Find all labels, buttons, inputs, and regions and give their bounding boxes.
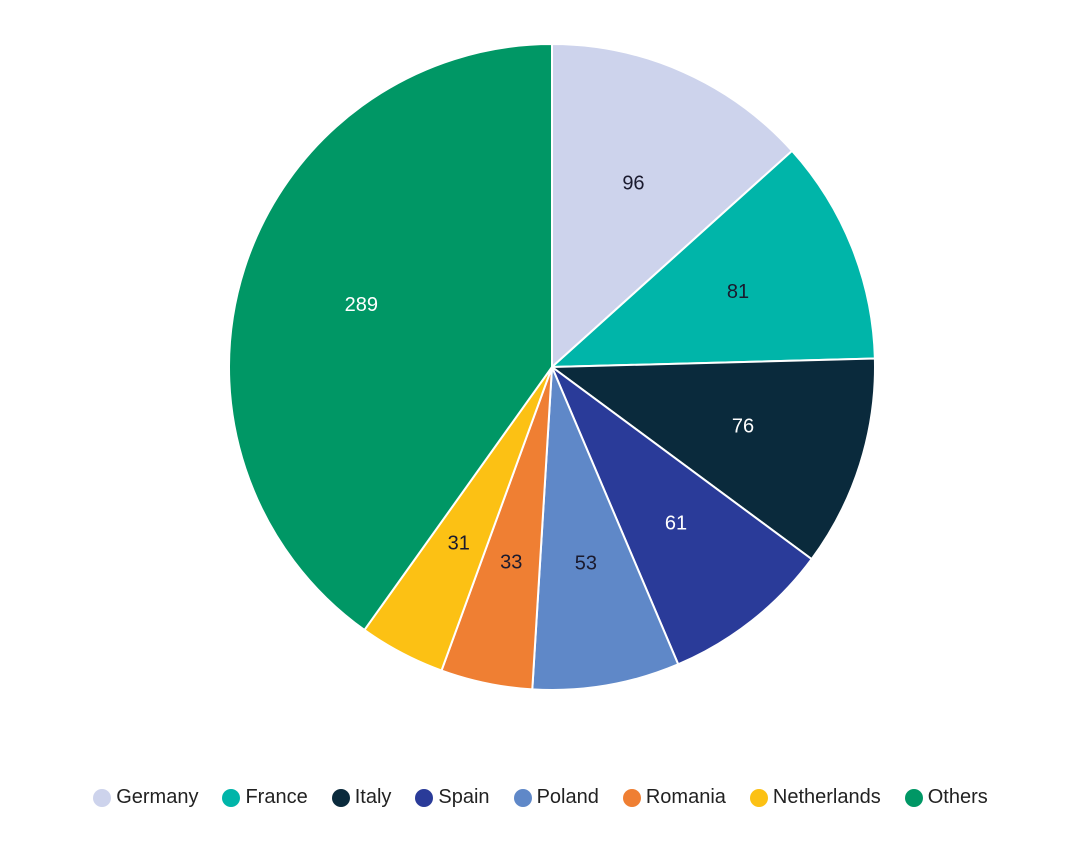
legend-swatch [749,788,768,807]
legend-swatch [222,788,241,807]
data-label: 61 [665,513,687,535]
data-label: 81 [727,281,749,303]
pie-slice [228,42,553,632]
legend-item: Italy [331,786,392,809]
legend-label: Spain [438,786,490,808]
data-label: 96 [622,172,644,194]
legend-swatch [331,788,350,807]
legend-item: France [222,786,308,809]
legend-swatch [93,788,112,807]
data-label: 53 [575,553,597,575]
data-label: 31 [448,533,470,555]
legend: Germany France Italy Spain Poland Romania Neth… [0,786,1081,809]
chart: 96 81 76 61 53 33 31 289 [228,42,876,691]
legend-label: France [245,786,308,808]
legend-label: Italy [354,786,392,808]
data-label: 289 [345,294,378,316]
legend-item: Others [904,786,988,809]
legend-swatch [513,788,532,807]
legend-label: Netherlands [772,786,881,808]
legend-item: Spain [415,786,490,809]
pie-slice [549,364,814,666]
pie-slice [551,42,794,370]
legend-item: Poland [513,786,599,809]
legend-label: Others [927,786,988,808]
legend-label: Germany [116,786,199,808]
pie-slice [531,366,680,691]
data-label: 33 [500,551,522,573]
pie-slice [549,357,876,561]
legend-label: Romania [645,786,726,808]
legend-swatch [904,788,923,807]
legend-item: Netherlands [749,786,881,809]
legend-item: Romania [622,786,726,809]
legend-swatch [622,788,641,807]
data-label: 76 [732,416,754,438]
legend-item: Germany [93,786,198,809]
legend-swatch [415,788,434,807]
legend-label: Poland [536,786,599,808]
pie-slice [549,149,876,369]
